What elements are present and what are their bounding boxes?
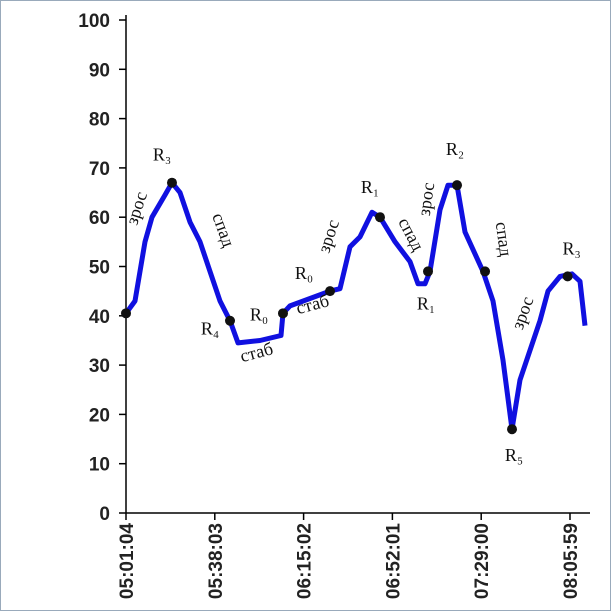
x-tick-label: 06:52:01 [383,523,404,599]
point-label: R₂ [446,139,464,159]
point-marker [277,308,288,319]
point-marker [374,212,385,223]
y-tick-label: 0 [99,504,110,525]
point-marker [562,271,573,282]
y-tick-label: 100 [78,11,110,32]
data-line [123,180,588,432]
y-tick-label: 10 [89,455,110,476]
point-marker [166,177,177,188]
point-marker [507,424,518,435]
y-tick-label: 30 [89,356,110,377]
point-marker [325,286,336,297]
x-tick-label: 06:15:02 [295,523,316,599]
point-label: R₃ [153,145,171,165]
point-marker [423,266,434,277]
point-label: R₀ [250,304,268,324]
y-tick-label: 80 [89,110,110,131]
trend-annotation: зрос [414,181,438,217]
point-marker [121,308,131,319]
x-tick-label: 05:01:04 [117,523,138,599]
x-tick-label: 07:29:00 [472,523,493,599]
y-tick-label: 60 [89,208,110,229]
x-tick-label: 08:05:59 [561,523,582,599]
y-tick-label: 20 [89,405,110,426]
point-marker [225,315,236,326]
point-label: R₁ [417,293,435,313]
y-tick-label: 90 [89,60,110,81]
y-tick-label: 50 [89,258,110,279]
point-label: R₄ [201,319,219,339]
point-label: R₅ [505,445,523,465]
y-tick-label: 40 [89,307,110,328]
x-tick-label: 05:38:03 [206,523,227,599]
point-label: R₁ [361,177,379,197]
point-label: R₀ [295,263,313,283]
point-label: R₃ [562,238,580,258]
y-tick-label: 70 [89,159,110,180]
point-marker [452,180,463,191]
trend-annotation: спад [492,221,517,258]
point-marker [480,266,491,277]
